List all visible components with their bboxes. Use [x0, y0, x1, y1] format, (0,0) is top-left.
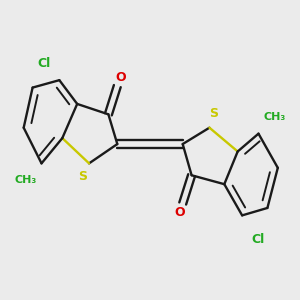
- Text: O: O: [174, 206, 185, 219]
- Text: O: O: [115, 71, 126, 84]
- Text: CH₃: CH₃: [14, 175, 36, 185]
- Text: Cl: Cl: [38, 57, 51, 70]
- Text: CH₃: CH₃: [264, 112, 286, 122]
- Text: S: S: [78, 170, 87, 183]
- Text: S: S: [209, 107, 218, 120]
- Text: Cl: Cl: [252, 233, 265, 246]
